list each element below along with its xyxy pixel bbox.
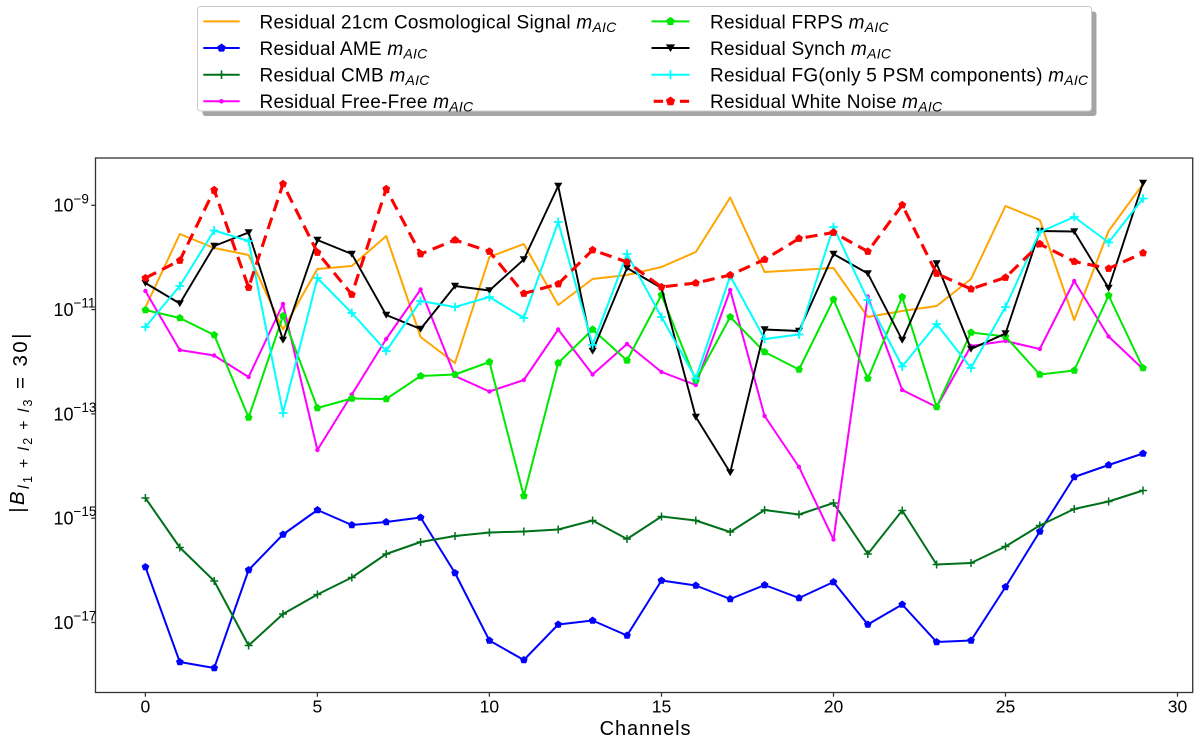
svg-text:−9: −9 — [74, 191, 89, 206]
svg-text:Residual CMB mAIC: Residual CMB mAIC — [260, 66, 431, 89]
svg-text:Residual Synch mAIC: Residual Synch mAIC — [710, 39, 892, 62]
svg-text:20: 20 — [824, 697, 844, 717]
svg-text:Residual AME mAIC: Residual AME mAIC — [260, 39, 429, 62]
svg-text:−11: −11 — [74, 296, 96, 311]
svg-text:−13: −13 — [74, 400, 97, 415]
svg-text:Residual White Noise mAIC: Residual White Noise mAIC — [710, 92, 943, 115]
svg-text:Residual Free-Free mAIC: Residual Free-Free mAIC — [260, 92, 475, 115]
svg-text:0: 0 — [141, 697, 151, 717]
svg-text:10: 10 — [53, 196, 73, 216]
svg-text:15: 15 — [652, 697, 671, 717]
svg-text:−17: −17 — [74, 609, 97, 624]
svg-text:Residual FRPS mAIC: Residual FRPS mAIC — [710, 12, 889, 35]
svg-text:Residual FG(only 5 PSM compone: Residual FG(only 5 PSM components) mAIC — [710, 66, 1089, 89]
svg-text:Channels: Channels — [600, 718, 692, 740]
svg-text:10: 10 — [53, 509, 73, 529]
svg-text:10: 10 — [53, 300, 73, 320]
svg-text:10: 10 — [480, 697, 500, 717]
svg-text:10: 10 — [53, 404, 73, 424]
svg-text:10: 10 — [53, 613, 73, 633]
svg-text:Residual 21cm Cosmological Sig: Residual 21cm Cosmological Signal mAIC — [260, 12, 618, 35]
svg-text:30: 30 — [1168, 697, 1188, 717]
svg-text:|Bl1 + l2 + l3 = 30|: |Bl1 + l2 + l3 = 30| — [6, 331, 35, 513]
svg-text:25: 25 — [996, 697, 1015, 717]
svg-text:−15: −15 — [74, 504, 97, 519]
svg-text:5: 5 — [313, 697, 323, 717]
